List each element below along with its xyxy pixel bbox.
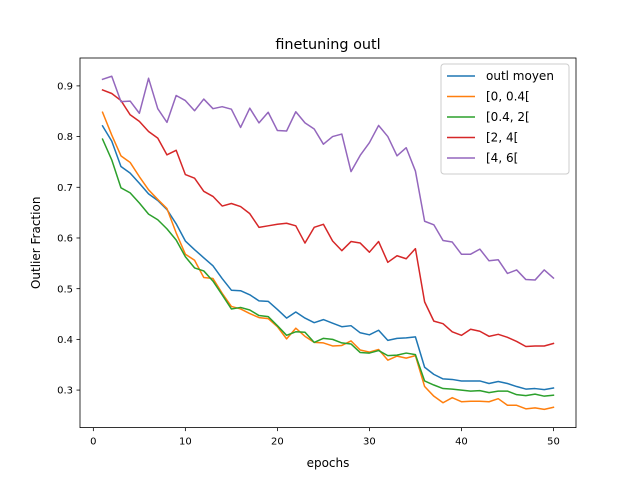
legend-label-0: outl moyen: [486, 69, 554, 83]
y-tick-label: 0.3: [57, 386, 73, 397]
legend-box: [440, 63, 570, 175]
legend-label-1: [0, 0.4[: [486, 90, 530, 104]
y-axis: 0.3 0.4 0.5 0.6 0.7 0.8 0.9: [57, 81, 80, 397]
x-tick-label: 10: [179, 437, 192, 448]
x-tick-label: 0: [90, 437, 96, 448]
series-line-1: [101, 111, 555, 411]
y-axis-label: Outlier Fraction: [29, 197, 43, 289]
legend-label-3: [2, 4[: [486, 131, 518, 145]
chart-title: finetuning outl: [275, 37, 380, 53]
x-tick-label: 20: [271, 437, 284, 448]
legend: outl moyen [0, 0.4[ [0.4, 2[ [2, 4[ [4, 6[: [440, 63, 570, 175]
y-tick-label: 0.7: [57, 183, 73, 194]
x-axis: 0 10 20 30 40 50: [90, 427, 560, 448]
x-tick-label: 30: [363, 437, 376, 448]
x-tick-label: 50: [547, 437, 560, 448]
x-axis-label: epochs: [307, 456, 350, 470]
series-line-0: [101, 124, 555, 391]
y-tick-label: 0.6: [57, 234, 73, 245]
legend-label-2: [0.4, 2[: [486, 110, 530, 124]
y-tick-label: 0.5: [57, 284, 73, 295]
series-line-4: [101, 75, 555, 281]
legend-label-4: [4, 6[: [486, 151, 518, 165]
y-tick-label: 0.8: [57, 132, 73, 143]
y-tick-label: 0.4: [57, 335, 73, 346]
x-tick-label: 40: [455, 437, 468, 448]
series-line-3: [101, 88, 555, 348]
plot-frame: [79, 57, 577, 429]
y-tick-label: 0.9: [57, 81, 73, 92]
series-line-2: [101, 138, 555, 397]
plot-lines: [101, 75, 555, 411]
